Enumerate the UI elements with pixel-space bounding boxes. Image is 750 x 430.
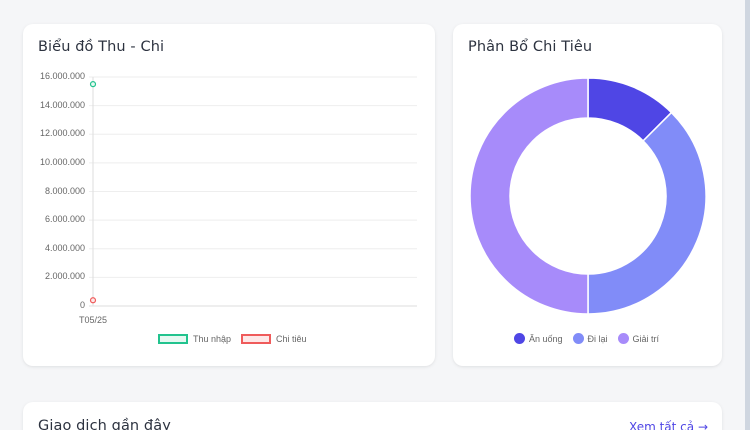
y-tick-label: 16.000.000 [39,71,85,81]
legend-label: Đi lại [587,333,608,344]
card-title: Phân Bổ Chi Tiêu [468,39,593,55]
card-title: Biểu đồ Thu - Chi [38,39,165,55]
donut-slice-entertainment[interactable] [469,77,589,315]
legend-dot-icon [572,333,584,344]
y-tick-label: 6.000.000 [44,214,85,225]
x-tick-label: T05/25 [79,315,108,325]
legend-food[interactable]: Ăn uống [514,333,563,344]
donut-legend: Ăn uống Đi lại Giải trí [514,333,669,344]
spending-distribution-card: Phân Bổ Chi Tiêu Ăn uống Đi lại Giải trí [453,24,722,366]
y-tick-label: 4.000.000 [44,242,85,253]
legend-swatch-icon [241,334,272,344]
y-tick-label: 14.000.000 [39,99,85,110]
y-tick-label: 8.000.000 [44,185,85,196]
view-all-link[interactable]: Xem tất cả → [629,420,708,430]
legend-dot-icon [514,333,525,344]
expense-data-point[interactable] [89,297,97,304]
legend-transport[interactable]: Đi lại [572,333,608,344]
legend-income[interactable]: Thu nhập [158,334,231,344]
legend-expense[interactable]: Chi tiêu [241,334,307,344]
legend-label: Thu nhập [193,334,232,344]
y-tick-label: 0 [79,300,85,310]
y-tick-label: 12.000.000 [39,128,85,139]
legend-label: Chi tiêu [276,334,307,344]
card-title: Giao dịch gần đây [38,418,171,430]
line-chart-plot [89,76,417,307]
income-expense-chart-card: Biểu đồ Thu - Chi 16.000.000 14.000.000 12… [23,24,435,366]
donut-chart [469,77,707,315]
legend-entertainment[interactable]: Giải trí [617,333,660,344]
page-scrollbar[interactable] [745,0,750,430]
legend-label: Ăn uống [529,333,563,344]
recent-transactions-card: Giao dịch gần đây Xem tất cả → [23,402,722,430]
y-tick-label: 2.000.000 [44,271,85,282]
donut-slice-transport[interactable] [587,111,707,315]
legend-swatch-icon [158,334,188,344]
income-data-point[interactable] [89,81,97,88]
line-chart-legend: Thu nhập Chi tiêu [158,334,317,344]
legend-label: Giải trí [632,333,660,344]
y-tick-label: 10.000.000 [39,156,85,167]
legend-dot-icon [617,333,629,344]
